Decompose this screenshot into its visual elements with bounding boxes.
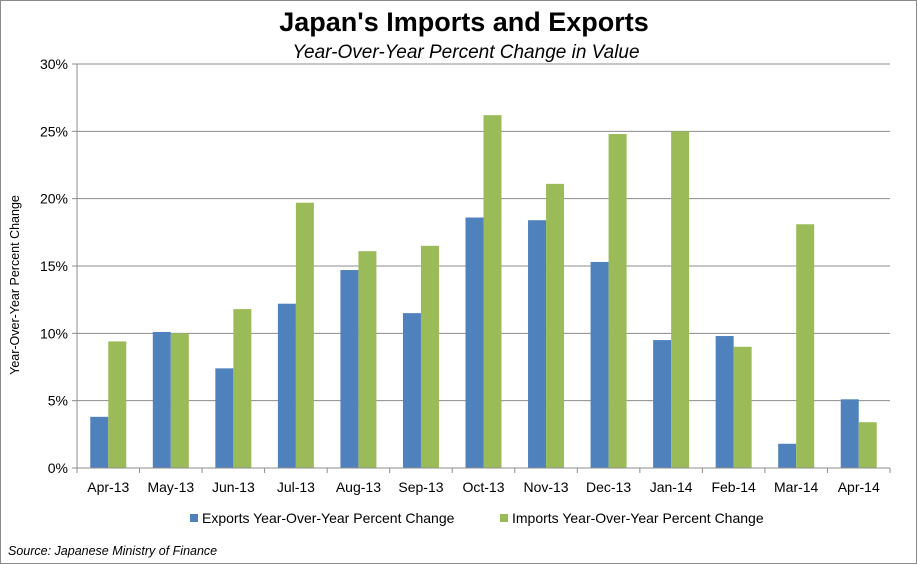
bar-imports-jan-14 [671, 131, 690, 469]
bar-exports-nov-13 [528, 220, 547, 468]
x-tick-label: Nov-13 [523, 479, 568, 495]
chart-subtitle: Year-Over-Year Percent Change in Value [292, 42, 639, 63]
bar-imports-apr-13 [108, 341, 127, 468]
bar-imports-may-13 [170, 333, 189, 468]
bar-imports-apr-14 [858, 422, 877, 468]
bar-exports-sep-13 [402, 313, 421, 468]
bar-exports-jul-13 [277, 303, 296, 468]
bar-exports-apr-13 [90, 416, 109, 468]
y-tick-label: 20% [40, 191, 68, 207]
bar-imports-nov-13 [546, 183, 565, 468]
bar-imports-mar-14 [796, 224, 815, 468]
bar-imports-oct-13 [483, 115, 502, 468]
legend-swatch-imports [500, 514, 508, 522]
y-tick-label: 5% [48, 393, 68, 409]
axes [76, 64, 890, 469]
x-tick-label: Sep-13 [398, 479, 443, 495]
bar-exports-feb-14 [715, 336, 734, 468]
x-tick-label: Jul-13 [277, 479, 315, 495]
x-tick-label: Jun-13 [212, 479, 255, 495]
source-note: Source: Japanese Ministry of Finance [8, 544, 217, 558]
bar-exports-may-13 [152, 331, 171, 468]
bar-exports-oct-13 [465, 217, 484, 468]
y-axis-label: Year-Over-Year Percent Change [8, 195, 22, 375]
bar-exports-jan-14 [653, 340, 672, 468]
bar-imports-dec-13 [608, 134, 627, 468]
legend-label-exports: Exports Year-Over-Year Percent Change [202, 510, 455, 526]
x-axis-ticks: Apr-13 May-13 Jun-13 Jul-13 Aug-13 Sep-13 Oct-… [76, 468, 891, 495]
legend: Exports Year-Over-Year Percent Change Im… [190, 510, 764, 526]
chart-title: Japan's Imports and Exports [279, 7, 649, 37]
x-tick-label: Feb-14 [711, 479, 756, 495]
x-tick-label: Jan-14 [650, 479, 693, 495]
bar-exports-dec-13 [590, 261, 609, 468]
legend-swatch-exports [190, 514, 198, 522]
y-tick-label: 10% [40, 325, 68, 341]
y-tick-label: 0% [48, 460, 68, 476]
x-tick-label: Aug-13 [336, 479, 381, 495]
x-tick-label: Mar-14 [774, 479, 819, 495]
bar-exports-aug-13 [340, 270, 359, 468]
y-tick-label: 30% [40, 56, 68, 72]
y-tick-label: 25% [40, 123, 68, 139]
bar-exports-jun-13 [215, 368, 234, 468]
bar-imports-feb-14 [733, 346, 752, 468]
bar-exports-apr-14 [840, 399, 859, 468]
x-tick-label: May-13 [147, 479, 194, 495]
x-tick-label: Apr-14 [838, 479, 880, 495]
x-tick-label: Apr-13 [87, 479, 129, 495]
bar-imports-aug-13 [358, 251, 377, 468]
x-tick-label: Oct-13 [462, 479, 504, 495]
y-tick-label: 15% [40, 258, 68, 274]
x-tick-label: Dec-13 [586, 479, 631, 495]
bar-imports-sep-13 [420, 245, 439, 468]
y-axis-ticks: 0% 5% 10% 15% 20% 25% 30% [40, 56, 77, 476]
bar-exports-mar-14 [778, 443, 797, 468]
bar-imports-jul-13 [295, 202, 314, 468]
bar-imports-jun-13 [233, 309, 252, 468]
legend-label-imports: Imports Year-Over-Year Percent Change [512, 510, 764, 526]
bars [90, 115, 877, 469]
